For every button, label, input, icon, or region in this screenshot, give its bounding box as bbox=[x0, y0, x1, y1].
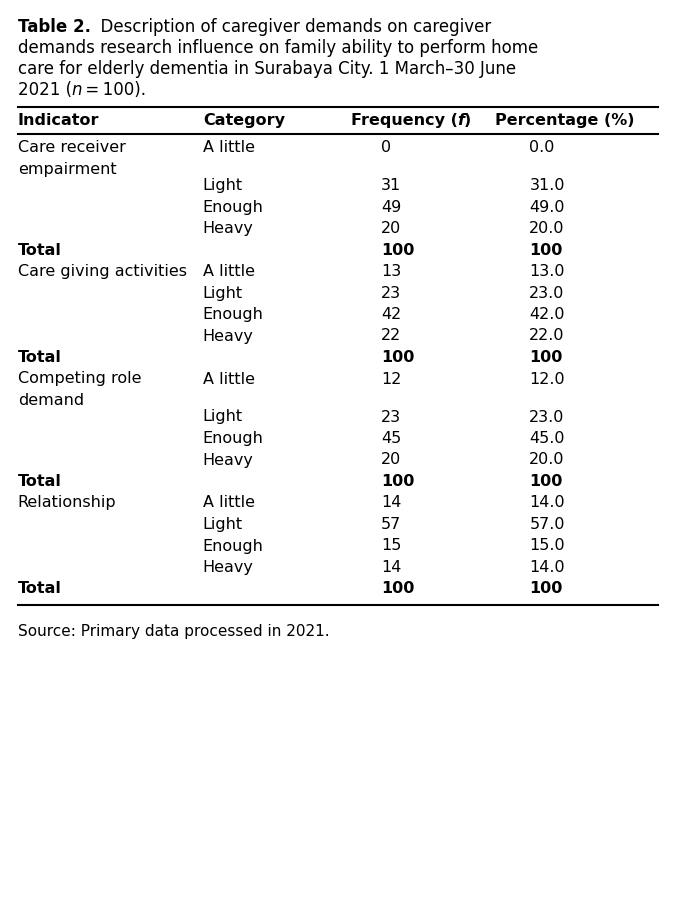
Text: 20: 20 bbox=[381, 221, 401, 235]
Text: Total: Total bbox=[18, 474, 62, 489]
Text: A little: A little bbox=[203, 263, 255, 279]
Text: demands research influence on family ability to perform home: demands research influence on family abi… bbox=[18, 39, 538, 57]
Text: Enough: Enough bbox=[203, 199, 264, 215]
Text: 100: 100 bbox=[381, 350, 414, 364]
Text: A little: A little bbox=[203, 371, 255, 386]
Text: 31: 31 bbox=[381, 178, 401, 193]
Text: empairment: empairment bbox=[18, 161, 116, 176]
Text: 15.0: 15.0 bbox=[529, 538, 565, 553]
Text: Relationship: Relationship bbox=[18, 495, 116, 510]
Text: 42: 42 bbox=[381, 307, 401, 322]
Text: Enough: Enough bbox=[203, 430, 264, 446]
Text: 20.0: 20.0 bbox=[529, 221, 565, 235]
Text: demand: demand bbox=[18, 392, 84, 408]
Text: A little: A little bbox=[203, 495, 255, 510]
Text: 49.0: 49.0 bbox=[529, 199, 565, 215]
Text: Total: Total bbox=[18, 581, 62, 596]
Text: 13: 13 bbox=[381, 263, 401, 279]
Text: Total: Total bbox=[18, 243, 62, 257]
Text: Source: Primary data processed in 2021.: Source: Primary data processed in 2021. bbox=[18, 623, 329, 639]
Text: 15: 15 bbox=[381, 538, 401, 553]
Text: Total: Total bbox=[18, 350, 62, 364]
Text: 14.0: 14.0 bbox=[529, 559, 565, 575]
Text: 23.0: 23.0 bbox=[529, 409, 564, 424]
Text: 14.0: 14.0 bbox=[529, 495, 565, 510]
Text: care for elderly dementia in Surabaya City. 1 March–30 June: care for elderly dementia in Surabaya Ci… bbox=[18, 60, 516, 78]
Text: 12: 12 bbox=[381, 371, 401, 386]
Text: 22.0: 22.0 bbox=[529, 328, 565, 343]
Text: n: n bbox=[71, 81, 82, 99]
Text: Table 2.: Table 2. bbox=[18, 18, 91, 36]
Text: 23: 23 bbox=[381, 409, 401, 424]
Text: Light: Light bbox=[203, 517, 243, 531]
Text: 0.0: 0.0 bbox=[529, 140, 555, 155]
Text: Indicator: Indicator bbox=[18, 113, 99, 128]
Text: 100: 100 bbox=[381, 243, 414, 257]
Text: 20: 20 bbox=[381, 452, 401, 467]
Text: f: f bbox=[457, 113, 464, 128]
Text: 49: 49 bbox=[381, 199, 401, 215]
Text: 100: 100 bbox=[529, 243, 563, 257]
Text: 42.0: 42.0 bbox=[529, 307, 565, 322]
Text: 14: 14 bbox=[381, 495, 401, 510]
Text: Competing role: Competing role bbox=[18, 371, 141, 386]
Text: Heavy: Heavy bbox=[203, 221, 254, 235]
Text: 2021 (: 2021 ( bbox=[18, 81, 72, 99]
Text: 57.0: 57.0 bbox=[529, 517, 565, 531]
Text: 23: 23 bbox=[381, 285, 401, 300]
Text: 22: 22 bbox=[381, 328, 401, 343]
Text: 14: 14 bbox=[381, 559, 401, 575]
Text: 20.0: 20.0 bbox=[529, 452, 565, 467]
Text: Heavy: Heavy bbox=[203, 328, 254, 343]
Text: Heavy: Heavy bbox=[203, 452, 254, 467]
Text: = 100).: = 100). bbox=[82, 81, 146, 99]
Text: A little: A little bbox=[203, 140, 255, 155]
Text: Heavy: Heavy bbox=[203, 559, 254, 575]
Text: 45.0: 45.0 bbox=[529, 430, 565, 446]
Text: 45: 45 bbox=[381, 430, 401, 446]
Text: Light: Light bbox=[203, 285, 243, 300]
Text: 31.0: 31.0 bbox=[529, 178, 565, 193]
Text: Description of caregiver demands on caregiver: Description of caregiver demands on care… bbox=[90, 18, 491, 36]
Text: Enough: Enough bbox=[203, 307, 264, 322]
Text: Percentage (%): Percentage (%) bbox=[495, 113, 634, 128]
Text: Light: Light bbox=[203, 178, 243, 193]
Text: Care receiver: Care receiver bbox=[18, 140, 126, 155]
Text: Category: Category bbox=[203, 113, 285, 128]
Text: 57: 57 bbox=[381, 517, 401, 531]
Text: Care giving activities: Care giving activities bbox=[18, 263, 187, 279]
Text: 100: 100 bbox=[529, 474, 563, 489]
Text: 12.0: 12.0 bbox=[529, 371, 565, 386]
Text: 100: 100 bbox=[529, 581, 563, 596]
Text: 13.0: 13.0 bbox=[529, 263, 565, 279]
Text: 100: 100 bbox=[529, 350, 563, 364]
Text: Frequency (: Frequency ( bbox=[352, 113, 458, 128]
Text: Light: Light bbox=[203, 409, 243, 424]
Text: 100: 100 bbox=[381, 581, 414, 596]
Text: 0: 0 bbox=[381, 140, 391, 155]
Text: ): ) bbox=[464, 113, 471, 128]
Text: 100: 100 bbox=[381, 474, 414, 489]
Text: 23.0: 23.0 bbox=[529, 285, 564, 300]
Text: Enough: Enough bbox=[203, 538, 264, 553]
